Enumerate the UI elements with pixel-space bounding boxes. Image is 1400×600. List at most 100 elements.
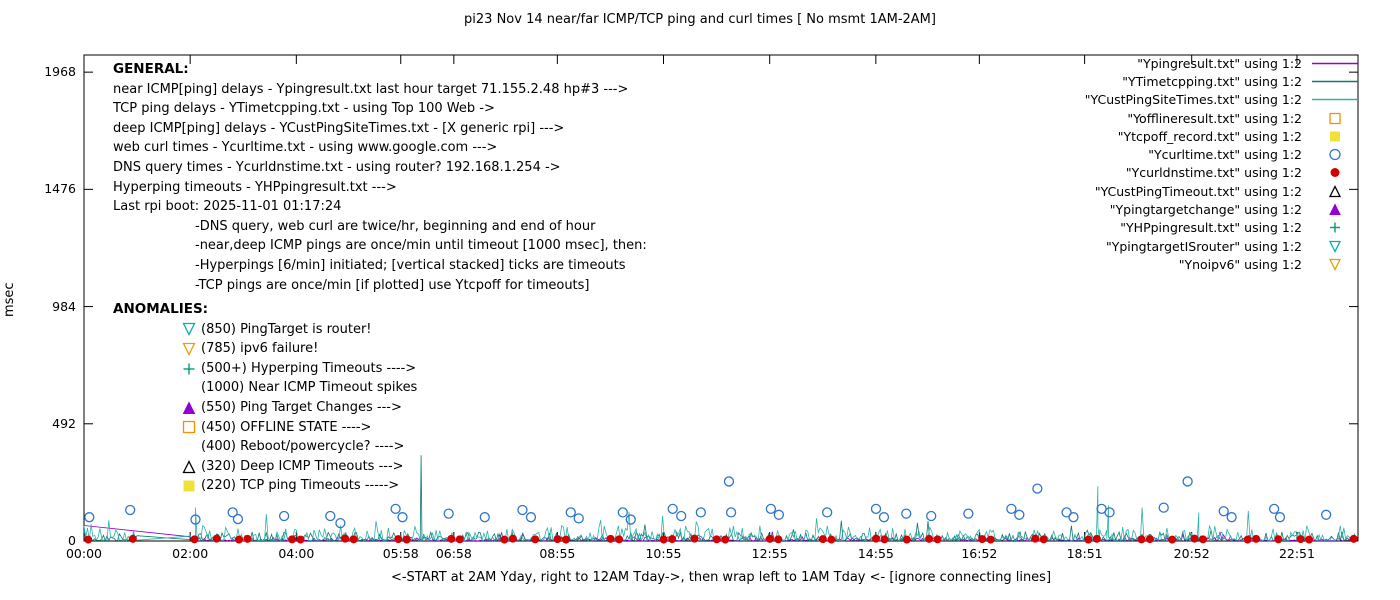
anomaly-text: (550) Ping Target Changes ---> [201,399,402,415]
circle-filled-marker-icon [827,535,836,544]
circle-filled-marker-icon [818,535,827,544]
anomaly-item: (220) TCP ping Timeouts -----> [113,476,417,496]
circle-filled-marker-icon [553,535,562,544]
circle-filled-marker-icon [606,534,615,543]
circle-open-marker-icon [901,508,912,519]
circle-open-marker-icon [443,508,454,519]
circle-filled-marker-icon [394,535,403,544]
general-line: Hyperping timeouts - YHPpingresult.txt -… [113,179,397,195]
circle-filled-marker-icon [1305,535,1314,544]
tri-up-filled-icon [182,401,196,414]
x-tick-label: 12:55 [751,546,788,561]
square-open-marker-icon [1329,112,1341,124]
circle-filled-marker-icon [615,535,624,544]
anomaly-item: (320) Deep ICMP Timeouts ---> [113,457,417,477]
circle-filled-marker-icon [721,535,730,544]
legend-label: "Ynoipv6" using 1:2 [1178,256,1302,272]
legend-item: "Ycurldnstime.txt" using 1:2 [1085,164,1360,182]
circle-filled-marker-icon [1349,534,1358,543]
circle-open-marker-icon [1158,502,1169,513]
circle-open-marker-icon [232,513,244,525]
y-tick-label: 984 [52,298,76,314]
anomaly-item: (1000) Near ICMP Timeout spikes [113,378,417,398]
anomaly-text: (1000) Near ICMP Timeout spikes [201,380,418,396]
circle-filled-marker-icon [402,535,411,544]
legend-label: "YpingtargetISrouter" using 1:2 [1105,238,1302,254]
circle-open-marker-icon [325,510,336,522]
legend-item: "YHPpingresult.txt" using 1:2 [1085,219,1360,237]
y-tick-label: 1968 [44,64,76,80]
x-tick-label: 00:00 [65,546,103,561]
chart-title: pi23 Nov 14 near/far ICMP/TCP ping and c… [464,12,936,27]
square-open-icon [182,421,196,434]
legend: "Ypingresult.txt" using 1:2 "YTimetcpping… [1085,54,1360,274]
legend-item: "Yofflineresult.txt" using 1:2 [1085,109,1360,127]
circle-open-marker-icon [565,507,576,518]
circle-filled-marker-icon [1145,535,1154,544]
triangle-down-open-marker-icon [1328,258,1342,271]
triangle-down-open-marker-icon [1328,240,1342,253]
legend-marker-sample-icon [1329,112,1341,124]
legend-label: "YCustPingSiteTimes.txt" using 1:2 [1084,92,1302,108]
anomaly-marker [177,321,201,337]
circle-filled-marker-icon [872,534,881,543]
x-tick-label: 16:52 [961,546,998,561]
circle-open-marker-icon [625,514,636,525]
circle-open-marker-icon [227,507,238,518]
triangle-down-open-marker-icon [182,342,196,356]
square-filled-marker-icon [183,480,195,492]
circle-open-marker-icon [1329,148,1341,161]
circle-filled-marker-icon [712,535,721,544]
anomaly-item: (450) OFFLINE STATE ----> [113,418,417,438]
circle-filled-marker-icon [1296,535,1305,544]
circle-open-marker-icon [1032,483,1043,494]
legend-marker-sample-icon [1328,240,1342,253]
legend-line-sample-icon [1312,80,1358,83]
general-line: deep ICMP[ping] delays - YCustPingSiteTi… [113,120,565,136]
anomaly-text: (400) Reboot/powercycle? ----> [201,439,405,455]
circle-open-marker-icon [617,507,628,518]
circle-open-marker-icon [390,503,401,514]
circle-filled-marker-icon [128,534,137,543]
x-tick-label: 04:00 [278,546,315,561]
x-tick-label: 08:55 [539,546,576,561]
circle-open-marker-icon [878,512,890,523]
y-tick-label: 1476 [44,181,76,197]
anomalies-heading: ANOMALIES: [113,301,209,317]
circle-filled-marker-icon [500,535,509,544]
circle-filled-marker-icon [1252,534,1261,543]
general-line: web curl times - Ycurltime.txt - using w… [113,140,498,156]
circle-filled-marker-icon [243,534,252,543]
legend-marker-sample-icon [1330,222,1340,233]
circle-filled-marker-icon [341,534,350,543]
legend-label: "YHPpingresult.txt" using 1:2 [1120,220,1302,236]
anomalies-block: ANOMALIES: (850) PingTarget is router! (7… [113,300,417,496]
circle-open-marker-icon [525,512,537,523]
circle-open-marker-icon [870,503,882,514]
square-filled-icon [183,480,195,492]
circle-filled-marker-icon [774,535,783,544]
circle-filled-marker-icon [902,535,911,544]
circle-filled-marker-icon [447,534,456,543]
anomaly-item: (550) Ping Target Changes ---> [113,398,417,418]
circle-open-marker-icon [479,512,490,523]
x-tick-label: 02:00 [172,546,209,561]
circle-filled-marker-icon [1190,534,1199,543]
x-tick-label: 18:51 [1066,546,1103,561]
circle-filled-marker-icon [933,535,942,544]
circle-open-marker-icon [573,513,584,524]
legend-label: "Ytcpoff_record.txt" using 1:2 [1117,128,1302,144]
anomaly-text: (500+) Hyperping Timeouts ----> [201,360,417,376]
circle-open-marker-icon [84,512,95,523]
circle-open-marker-icon [773,509,785,520]
x-axis-label: <-START at 2AM Yday, right to 12AM Tday-… [390,570,1052,585]
tri-up-open-icon [182,459,196,473]
triangle-up-open-marker-icon [1328,184,1342,197]
circle-open-marker-icon [1104,507,1115,518]
circle-filled-marker-icon [1168,535,1177,544]
legend-marker-sample-icon [1329,148,1341,161]
x-tick-label: 05:58 [382,546,419,561]
x-tick-label: 14:55 [857,546,894,561]
